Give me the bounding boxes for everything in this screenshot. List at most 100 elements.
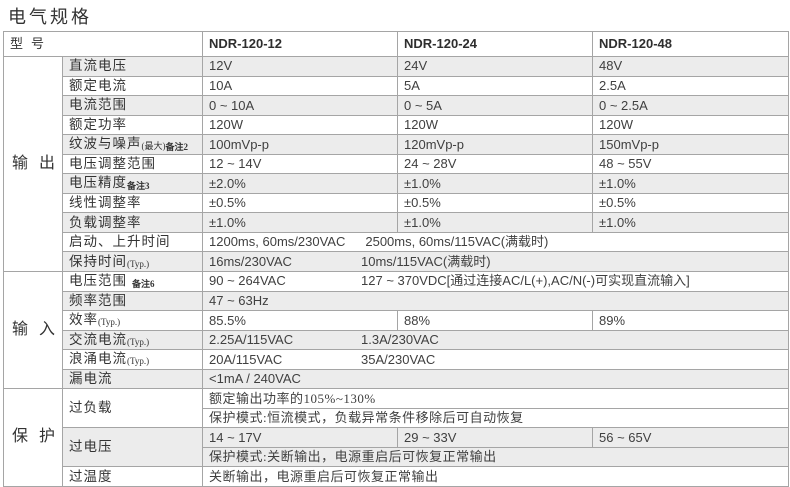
model-name-ndr-120-48: NDR-120-48 xyxy=(592,31,790,57)
value-cell: 2.5A xyxy=(592,75,790,97)
row-label-dc-voltage: 直流电压 xyxy=(61,56,204,77)
value-230vac: 16ms/230VAC xyxy=(209,253,292,269)
label-text: 漏电流 xyxy=(69,370,113,386)
note-typ: (Typ.) xyxy=(98,317,121,328)
note-ref-6: 备注6 xyxy=(132,278,155,289)
label-text: 保持时间 xyxy=(69,253,127,269)
label-text: 浪涌电流 xyxy=(69,351,127,367)
label-text: 过负载 xyxy=(69,400,113,416)
row-label-leakage-current: 漏电流 xyxy=(61,368,204,390)
page-title: 电气规格 xyxy=(8,7,92,27)
value-cell: 5A xyxy=(397,75,594,97)
value-cell: ±1.0% xyxy=(397,173,594,194)
row-rated-power: 额定功率 120W 120W 120W xyxy=(4,114,790,136)
value-cell-span: 1200ms, 60ms/230VAC 2500ms, 60ms/115VAC(满… xyxy=(202,231,790,253)
value-cell: 0 ~ 5A xyxy=(397,95,594,116)
row-leakage-current: 漏电流 <1mA / 240VAC xyxy=(4,368,790,390)
model-name-ndr-120-24: NDR-120-24 xyxy=(397,31,594,57)
value-cell-span: 2.25A/115VAC 1.3A/230VAC xyxy=(202,329,790,351)
value-115vac: 10ms/115VAC(满载时) xyxy=(361,253,491,269)
value-cell-span: <1mA / 240VAC xyxy=(202,368,790,390)
value-cell: 88% xyxy=(397,310,594,331)
note-typ: (Typ.) xyxy=(127,356,150,367)
value-cell: ±0.5% xyxy=(592,192,790,214)
row-label-line-regulation: 线性调整率 xyxy=(61,192,204,214)
row-label-frequency-range: 频率范围 xyxy=(61,290,204,312)
row-label-hold-up-time: 保持时间(Typ.) xyxy=(61,251,204,273)
value-cell: 56 ~ 65V xyxy=(592,427,790,448)
row-label-rated-power: 额定功率 xyxy=(61,114,204,136)
value-cell: 24V xyxy=(397,56,594,77)
value-cell-span: 47 ~ 63Hz xyxy=(202,290,790,312)
value-115vac: 2500ms, 60ms/115VAC(满载时) xyxy=(365,234,549,250)
value-cell: 0 ~ 10A xyxy=(202,95,399,116)
value-230vac: 1.3A/230VAC xyxy=(361,332,439,348)
value-cell: 12 ~ 14V xyxy=(202,153,399,175)
value-cell: 12V xyxy=(202,56,399,77)
value-230vac: 1200ms, 60ms/230VAC xyxy=(209,234,346,250)
value-115vac: 20A/115VAC xyxy=(209,351,283,367)
row-label-ripple-noise: 纹波与噪声(最大)备注2 xyxy=(61,134,204,155)
row-over-temperature: 过温度 关断输出，电源重启后可恢复正常输出 xyxy=(4,466,790,487)
value-cell: 10A xyxy=(202,75,399,97)
value-115vac: 2.25A/115VAC xyxy=(209,332,294,348)
value-cell: 85.5% xyxy=(202,310,399,331)
row-voltage-tolerance: 电压精度备注3 ±2.0% ±1.0% ±1.0% xyxy=(4,173,790,194)
row-label-inrush-current: 浪涌电流(Typ.) xyxy=(61,349,204,370)
spec-table: 型号 NDR-120-12 NDR-120-24 NDR-120-48 输出 直… xyxy=(2,31,790,487)
value-cell: ±1.0% xyxy=(202,212,399,233)
overload-range: 额定输出功率的105%~130% xyxy=(202,388,790,409)
row-dc-voltage: 输出 直流电压 12V 24V 48V xyxy=(3,55,790,273)
value-cell: ±1.0% xyxy=(397,212,594,233)
value-cell: ±1.0% xyxy=(592,173,790,194)
row-ripple-noise: 纹波与噪声(最大)备注2 100mVp-p 120mVp-p 150mVp-p xyxy=(4,134,790,155)
row-label-over-temperature: 过温度 xyxy=(61,466,204,487)
row-label-setup-rise-time: 启动、上升时间 xyxy=(61,231,204,253)
value-cell: 150mVp-p xyxy=(592,134,790,155)
value-cell: 120mVp-p xyxy=(397,134,594,155)
value-ac-range: 90 ~ 264VAC xyxy=(209,273,286,289)
row-efficiency: 效率(Typ.) 85.5% 88% 89% xyxy=(4,310,790,331)
value-cell: 120W xyxy=(397,114,594,136)
note-typ: (Typ.) xyxy=(127,258,150,269)
header-row: 型号 NDR-120-12 NDR-120-24 NDR-120-48 xyxy=(2,31,790,57)
row-label-voltage-tolerance: 电压精度备注3 xyxy=(61,173,204,194)
group-label-output: 输出 xyxy=(3,55,63,273)
row-inrush-current: 浪涌电流(Typ.) 20A/115VAC 35A/230VAC xyxy=(4,349,790,370)
label-text: 线性调整率 xyxy=(69,195,142,211)
row-overvoltage: 过电压 14 ~ 17V 29 ~ 33V 56 ~ 65V xyxy=(4,427,790,468)
row-overvoltage-mode: 保护模式:关断输出，电源重启后可恢复正常输出 xyxy=(4,446,790,468)
value-cell: 100mVp-p xyxy=(202,134,399,155)
row-label-voltage-range: 电压范围 备注6 xyxy=(61,271,204,292)
value-cell: 120W xyxy=(202,114,399,136)
row-overload: 保护 过负载 额定输出功率的105%~130% xyxy=(3,388,790,487)
label-text: 频率范围 xyxy=(69,292,127,308)
row-current-range: 电流范围 0 ~ 10A 0 ~ 5A 0 ~ 2.5A xyxy=(4,95,790,116)
row-frequency-range: 频率范围 47 ~ 63Hz xyxy=(4,290,790,312)
label-text: 电压调整范围 xyxy=(69,155,156,171)
label-text: 电压范围 xyxy=(69,272,127,288)
overvoltage-protection-mode: 保护模式:关断输出，电源重启后可恢复正常输出 xyxy=(202,446,790,468)
model-name-ndr-120-12: NDR-120-12 xyxy=(202,31,399,57)
value-cell-span: 16ms/230VAC 10ms/115VAC(满载时) xyxy=(202,251,790,273)
row-voltage-adj-range: 电压调整范围 12 ~ 14V 24 ~ 28V 48 ~ 55V xyxy=(4,153,790,175)
note-ref-3: 备注3 xyxy=(127,180,150,191)
label-text: 额定功率 xyxy=(69,116,127,132)
value-cell-span: 20A/115VAC 35A/230VAC xyxy=(202,349,790,370)
label-text: 交流电流 xyxy=(69,331,127,347)
value-cell: ±1.0% xyxy=(592,212,790,233)
value-cell: 14 ~ 17V xyxy=(202,427,399,448)
over-temperature-mode: 关断输出，电源重启后可恢复正常输出 xyxy=(202,466,790,487)
model-header-label: 型号 xyxy=(2,31,204,57)
note-max: (最大) xyxy=(141,140,166,151)
value-cell: 29 ~ 33V xyxy=(397,427,594,448)
row-line-regulation: 线性调整率 ±0.5% ±0.5% ±0.5% xyxy=(4,192,790,214)
value-dc-range: 127 ~ 370VDC[通过连接AC/L(+),AC/N(-)可实现直流输入] xyxy=(361,273,690,289)
label-text: 过温度 xyxy=(69,468,113,484)
row-label-rated-current: 额定电流 xyxy=(61,75,204,97)
row-load-regulation: 负载调整率 ±1.0% ±1.0% ±1.0% xyxy=(4,212,790,233)
label-text: 效率 xyxy=(69,312,98,328)
label-text: 负载调整率 xyxy=(69,214,142,230)
value-cell: 48 ~ 55V xyxy=(592,153,790,175)
label-text: 电流范围 xyxy=(69,97,127,113)
